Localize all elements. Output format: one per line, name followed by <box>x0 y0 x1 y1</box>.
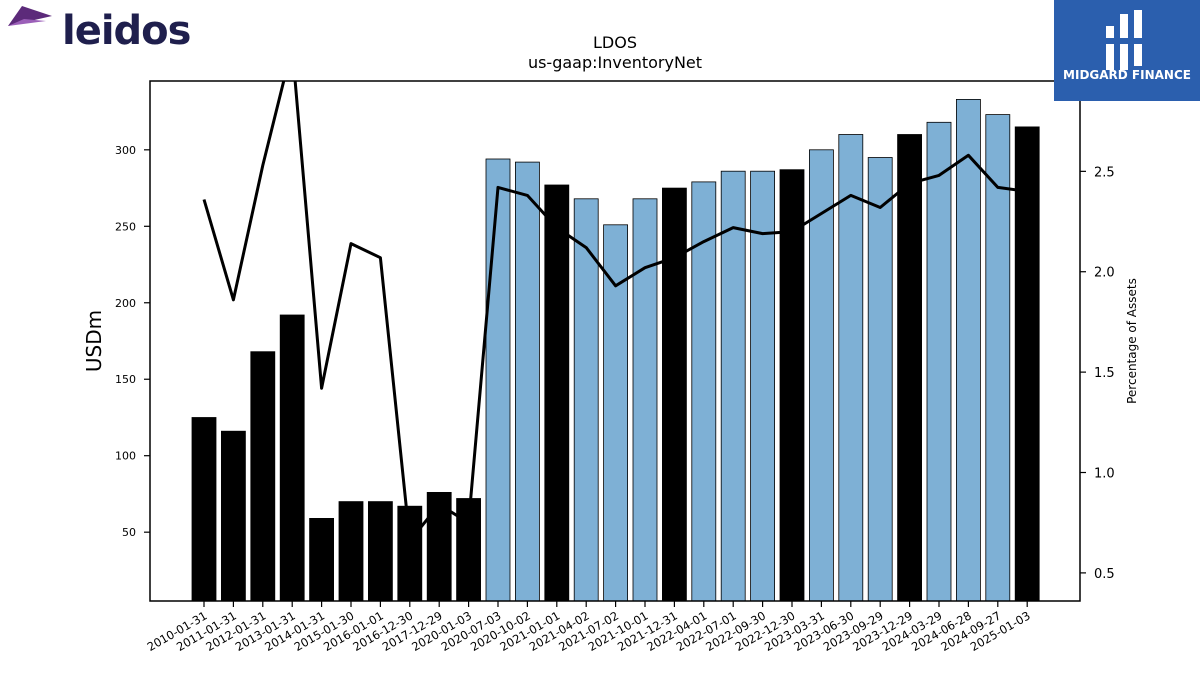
y2-tick-label: 1.0 <box>1094 467 1115 482</box>
y2-tick-label: 2.5 <box>1094 165 1115 180</box>
ratio-line <box>202 81 1028 543</box>
bar-2012-01-31 <box>250 351 276 602</box>
leidos-logo-text: leidos <box>62 8 191 54</box>
bar-2022-09-30 <box>750 170 775 602</box>
bar-2023-09-29 <box>867 157 893 602</box>
bar-2021-12-31 <box>662 187 687 602</box>
midgard-mark-icon <box>1104 10 1144 70</box>
y-tick-label: 250 <box>115 220 136 233</box>
bar-2024-09-27 <box>985 114 1011 602</box>
y-tick-label: 200 <box>115 297 136 310</box>
bar-2013-01-31 <box>279 314 305 602</box>
midgard-finance-text: MIDGARD FINANCE <box>1063 68 1191 82</box>
bar-2020-07-03 <box>485 158 511 602</box>
y-tick-label: 300 <box>115 144 136 157</box>
bar-2022-12-30 <box>779 169 805 602</box>
y-axis: 50 100 150 200 250 300 <box>115 144 150 539</box>
y-tick-label: 150 <box>115 373 136 386</box>
bar-2024-03-29 <box>926 121 952 602</box>
x-axis: 2010-01-312011-01-312012-01-312013-01-31… <box>145 601 1033 654</box>
bar-2011-01-31 <box>220 430 246 602</box>
bar-2024-06-28 <box>956 99 981 602</box>
bar-2022-04-01 <box>691 181 717 602</box>
bar-2020-10-02 <box>515 161 540 602</box>
bar-group <box>191 99 1040 602</box>
y2-tick-label: 0.5 <box>1094 567 1115 582</box>
bar-2025-01-03 <box>1014 126 1040 602</box>
bar-2021-01-01 <box>544 184 570 602</box>
bar-2021-10-01 <box>632 198 658 602</box>
y-tick-label: 50 <box>122 526 136 539</box>
bar-2010-01-31 <box>191 417 217 602</box>
y-axis-label: USDm <box>82 310 106 372</box>
y2-tick-label: 1.5 <box>1094 366 1115 381</box>
bar-2021-04-02 <box>573 198 599 602</box>
bar-2016-12-30 <box>397 505 423 602</box>
midgard-finance-logo: MIDGARD FINANCE <box>1054 0 1200 101</box>
bar-2023-03-31 <box>809 149 834 602</box>
chart-subtitle: us-gaap:InventoryNet <box>528 53 702 72</box>
y2-tick-label: 2.0 <box>1094 266 1115 281</box>
bar-2022-07-01 <box>720 170 746 602</box>
bar-2016-01-01 <box>367 501 393 602</box>
y2-axis-label: Percentage of Assets <box>1125 278 1139 404</box>
bar-2015-01-30 <box>338 501 364 602</box>
leidos-logo: leidos <box>6 4 191 54</box>
bar-2023-12-29 <box>897 134 922 602</box>
bar-2023-06-30 <box>838 134 864 602</box>
leidos-mark-icon <box>8 6 52 26</box>
chart-title: LDOS <box>593 33 637 52</box>
y-tick-label: 100 <box>115 450 136 463</box>
y2-axis: 0.5 1.0 1.5 2.0 2.5 <box>1080 165 1115 582</box>
bar-2014-01-31 <box>309 518 335 602</box>
